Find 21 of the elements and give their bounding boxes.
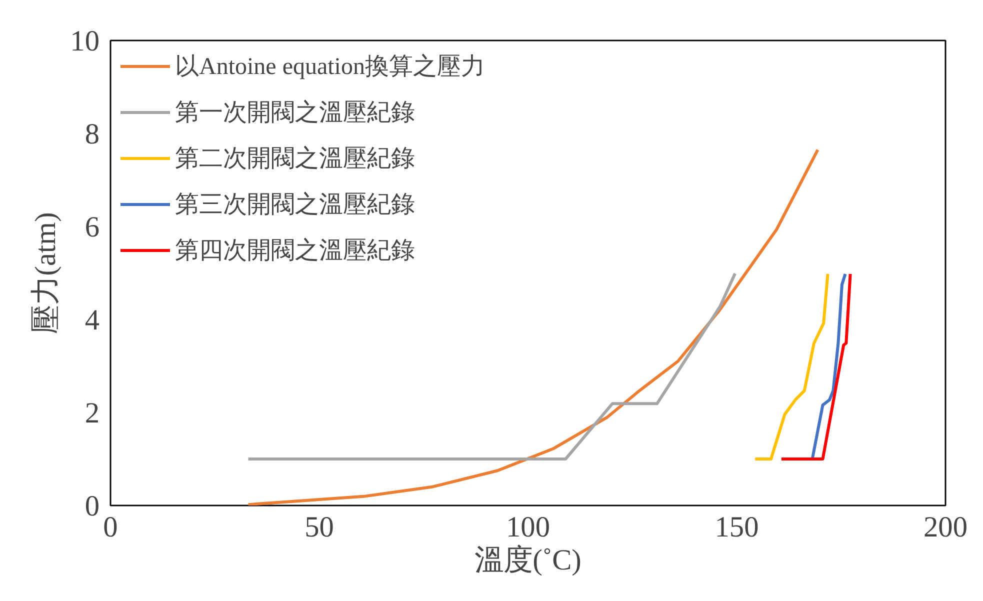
y-tick-label: 8	[84, 118, 100, 150]
x-axis-title: 溫度(˚C)	[474, 544, 582, 576]
line-series	[246, 272, 737, 460]
legend-label: 第四次開閥之溫壓紀錄	[175, 236, 415, 266]
x-tick-label: 150	[714, 512, 759, 544]
y-tick-label: 0	[84, 490, 100, 522]
legend-label: 第一次開閥之溫壓紀錄	[175, 98, 415, 128]
legend-label: 第二次開閥之溫壓紀錄	[175, 144, 415, 174]
legend-label: 第三次開閥之溫壓紀錄	[175, 190, 415, 220]
y-tick-label: 2	[84, 398, 100, 430]
x-tick-label: 50	[304, 512, 334, 544]
x-tick-label: 200	[924, 512, 968, 544]
line-series	[810, 272, 847, 460]
line-series	[780, 272, 852, 460]
legend-label: 以Antoine equation換算之壓力	[175, 52, 485, 82]
y-tick-label: 10	[70, 26, 100, 58]
x-tick-label: 100	[506, 512, 550, 544]
y-tick-label: 6	[84, 212, 100, 244]
line-series	[754, 272, 830, 460]
y-tick-label: 4	[84, 304, 100, 336]
y-axis-title: 壓力(atm)	[30, 212, 62, 334]
